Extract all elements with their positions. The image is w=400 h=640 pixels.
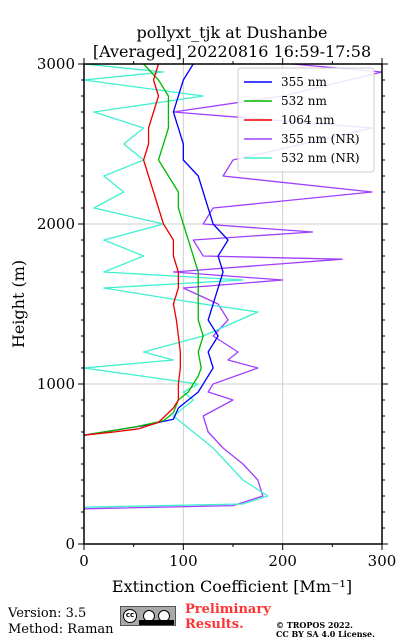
preliminary-notice-line2: Results.: [185, 617, 244, 632]
legend-label: 355 nm (NR): [281, 132, 360, 146]
series-line-355-nm-nr-: [83, 63, 383, 510]
legend-box: [237, 67, 375, 173]
cc-icon: cc: [123, 609, 137, 623]
y-tick-label: 0: [65, 535, 75, 553]
x-tick-label: 100: [169, 552, 198, 570]
legend-label: 532 nm: [281, 94, 327, 108]
legend-label: 532 nm (NR): [281, 151, 360, 165]
y-tick-label: 2000: [37, 215, 75, 233]
legend: 355 nm 532 nm 1064 nm 355 nm (NR) 532 nm (NR…: [237, 67, 375, 173]
data-series-group: [83, 63, 383, 510]
chart-title-line2: [Averaged] 20220816 16:59-17:58: [93, 42, 371, 61]
copyright-line2: CC BY SA 4.0 License.: [276, 629, 375, 639]
y-tick-labels: 0 1000 2000 3000: [37, 55, 75, 553]
y-axis-label: Height (m): [9, 260, 28, 348]
series-line-355-nm: [83, 63, 229, 436]
method-label: Method: Raman: [8, 622, 114, 637]
axis-ticks: [78, 58, 388, 550]
x-tick-label: 200: [268, 552, 297, 570]
series-line-532-nm: [83, 63, 204, 436]
series-line-532-nm-nr-: [83, 63, 269, 508]
copyright-line1: © TROPOS 2022.: [276, 620, 353, 630]
cc-strip: [139, 620, 174, 625]
cc-by-sa-icon: cc: [120, 606, 176, 626]
legend-label: 1064 nm: [281, 113, 335, 127]
x-axis-label: Extinction Coefficient [Mm⁻¹]: [112, 577, 352, 596]
x-tick-label: 0: [79, 552, 89, 570]
y-tick-label: 3000: [37, 55, 75, 73]
series-line-1064-nm: [83, 63, 182, 436]
x-tick-labels: 0 100 200 300: [79, 552, 396, 570]
preliminary-notice-line1: Preliminary: [185, 602, 271, 617]
y-tick-label: 1000: [37, 375, 75, 393]
version-label: Version: 3.5: [8, 606, 87, 621]
legend-label: 355 nm: [281, 75, 327, 89]
x-tick-label: 300: [368, 552, 397, 570]
chart-title-line1: pollyxt_tjk at Dushanbe: [136, 23, 327, 42]
